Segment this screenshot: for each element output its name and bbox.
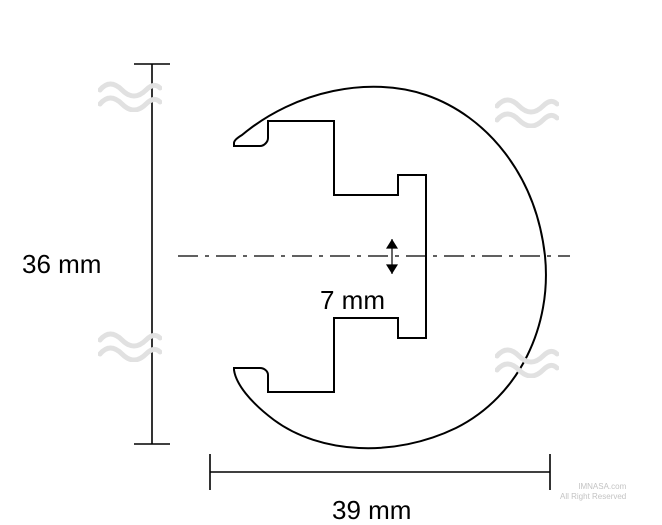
dim-height-label: 36 mm bbox=[22, 249, 101, 280]
dim-slot-label: 7 mm bbox=[320, 285, 385, 316]
watermark-brand-line1: IMNASA.com bbox=[578, 482, 626, 491]
dim-width bbox=[210, 454, 550, 490]
dim-height bbox=[134, 64, 170, 444]
watermark-brand-line2: All Right Reserved bbox=[560, 492, 626, 501]
dim-width-label: 39 mm bbox=[332, 495, 411, 525]
watermark-brand: IMNASA.com All Right Reserved bbox=[560, 482, 626, 502]
